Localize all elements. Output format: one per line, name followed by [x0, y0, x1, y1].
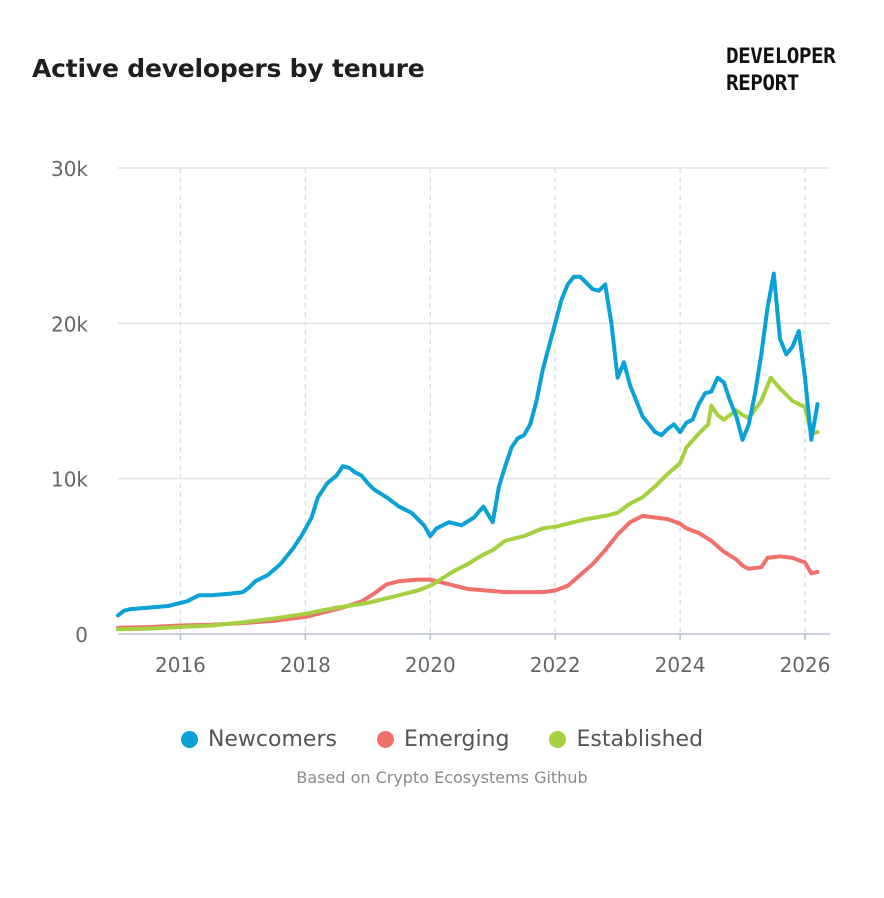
- series-line-newcomers: [116, 271, 820, 618]
- series: [116, 271, 820, 632]
- y-tick-label: 20k: [51, 312, 88, 336]
- legend-label-established: Established: [576, 727, 704, 752]
- source-note: Based on Crypto Ecosystems Github: [296, 768, 588, 787]
- legend-swatch-newcomers: [180, 731, 198, 748]
- x-tick-label: 2018: [280, 653, 331, 677]
- chart-title: Active developers by tenure: [32, 54, 425, 83]
- grid: [118, 167, 830, 634]
- brand-logo: DEVELOPER REPORT: [726, 43, 836, 97]
- x-tick-label: 2016: [155, 653, 206, 677]
- axes: 0 10k 20k 30k 2016 2018 2020 2022 2024 2026: [51, 157, 831, 677]
- brand-line-1: DEVELOPER: [726, 44, 836, 68]
- legend-swatch-emerging: [376, 731, 394, 748]
- y-tick-label: 10k: [51, 468, 88, 492]
- legend-label-emerging: Emerging: [403, 727, 510, 752]
- x-tick-label: 2026: [780, 653, 831, 677]
- y-tick-label: 0: [75, 623, 88, 647]
- x-tick-label: 2020: [405, 653, 456, 677]
- series-line-emerging: [116, 513, 820, 630]
- x-tick-label: 2022: [530, 653, 581, 677]
- legend-item-emerging[interactable]: Emerging: [376, 727, 510, 752]
- legend-label-newcomers: Newcomers: [207, 727, 337, 752]
- legend: Newcomers Emerging Established: [0, 727, 884, 752]
- legend-item-established[interactable]: Established: [549, 727, 703, 752]
- y-tick-label: 30k: [51, 157, 88, 181]
- series-line-established: [116, 375, 820, 632]
- legend-item-newcomers[interactable]: Newcomers: [180, 727, 337, 752]
- legend-swatch-established: [549, 731, 567, 748]
- x-tick-label: 2024: [655, 653, 706, 677]
- brand-line-2: REPORT: [726, 71, 799, 95]
